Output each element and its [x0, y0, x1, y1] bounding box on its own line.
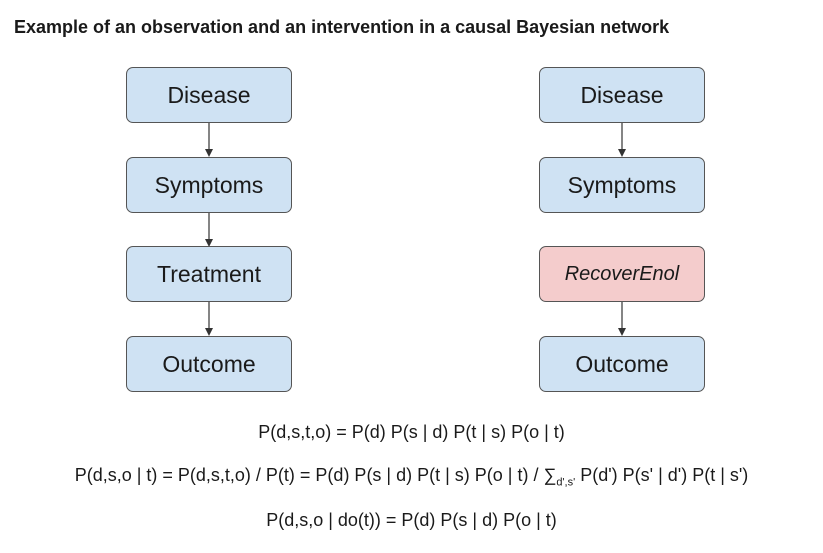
arrow-intervened-outcome-right	[618, 302, 626, 336]
node-disease-left: Disease	[126, 67, 292, 123]
arrow-disease-symptoms-left	[205, 123, 213, 157]
arrow-treatment-outcome-left	[205, 302, 213, 336]
arrow-disease-symptoms-right	[618, 123, 626, 157]
formula-observation: P(d,s,o | t) = P(d,s,t,o) / P(t) = P(d) …	[0, 465, 823, 489]
node-disease-right: Disease	[539, 67, 705, 123]
node-outcome-right: Outcome	[539, 336, 705, 392]
node-symptoms-right: Symptoms	[539, 157, 705, 213]
formula-observation-sub: d',s'	[556, 476, 576, 489]
page-title: Example of an observation and an interve…	[14, 17, 670, 37]
node-intervened-right: RecoverEnol	[539, 246, 705, 302]
formula-joint: P(d,s,t,o) = P(d) P(s | d) P(t | s) P(o …	[258, 422, 565, 442]
arrow-symptoms-treatment-left	[205, 213, 213, 247]
formula-observation-tail: P(d') P(s' | d') P(t | s')	[575, 465, 749, 485]
formula-intervention: P(d,s,o | do(t)) = P(d) P(s | d) P(o | t…	[266, 510, 557, 530]
node-treatment-left: Treatment	[126, 246, 292, 302]
formula-observation-main: P(d,s,o | t) = P(d,s,t,o) / P(t) = P(d) …	[74, 465, 557, 485]
node-outcome-left: Outcome	[126, 336, 292, 392]
node-symptoms-left: Symptoms	[126, 157, 292, 213]
